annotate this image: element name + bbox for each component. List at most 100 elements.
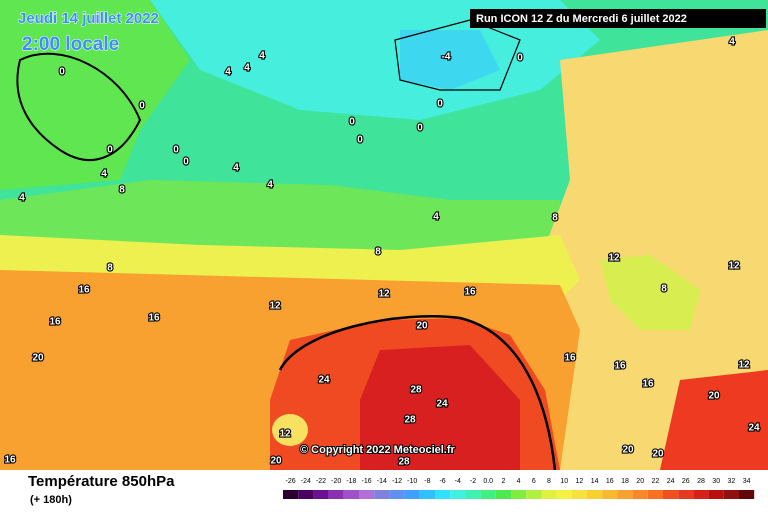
legend-label: 32 <box>728 478 736 485</box>
contour-label: 24 <box>748 423 760 434</box>
legend-label: -24 <box>301 478 311 485</box>
contour-label: 8 <box>107 263 113 274</box>
legend-label: 30 <box>712 478 720 485</box>
contour-label: 20 <box>652 449 664 460</box>
contour-label: 16 <box>642 379 654 390</box>
contour-label: 20 <box>622 445 634 456</box>
copyright: © Copyright 2022 Meteociel.fr <box>300 444 456 456</box>
legend-label: -20 <box>331 478 341 485</box>
legend-swatch <box>495 490 511 499</box>
legend-label: 4 <box>517 478 521 485</box>
contour-label: 24 <box>436 399 448 410</box>
contour-label: 4 <box>433 212 439 223</box>
contour-label: 0 <box>107 145 113 156</box>
legend-label: 12 <box>576 478 584 485</box>
legend-swatch <box>632 490 648 499</box>
legend-label: -8 <box>424 478 430 485</box>
legend-label: 0.0 <box>483 478 493 485</box>
legend-swatch <box>343 490 359 499</box>
footer-subtitle: (+ 180h) <box>30 494 72 506</box>
very-hot-zone <box>360 345 520 470</box>
contour-label: 0 <box>357 135 363 146</box>
legend-swatch <box>419 490 435 499</box>
contour-label: 16 <box>78 285 90 296</box>
contour-label: 16 <box>564 353 576 364</box>
contour-label: 20 <box>32 353 44 364</box>
footer-title: Température 850hPa <box>28 473 175 490</box>
legend-label: -22 <box>316 478 326 485</box>
legend-label: 26 <box>682 478 690 485</box>
legend-label: 28 <box>697 478 705 485</box>
legend-label: 24 <box>667 478 675 485</box>
contour-label: 0 <box>139 101 145 112</box>
contour-label: 0 <box>417 123 423 134</box>
legend-swatch <box>450 490 466 499</box>
contour-label: 0 <box>437 99 443 110</box>
legend-swatch <box>313 490 329 499</box>
legend-swatch <box>480 490 496 499</box>
contour-label: 4 <box>225 67 231 78</box>
contour-label: 28 <box>404 415 416 426</box>
contour-label: 4 <box>259 51 265 62</box>
legend-swatch <box>541 490 557 499</box>
legend-label: 18 <box>621 478 629 485</box>
contour-label: 0 <box>173 145 179 156</box>
legend-swatch <box>647 490 663 499</box>
legend-swatch <box>389 490 405 499</box>
legend-swatch <box>374 490 390 499</box>
legend-label: -6 <box>439 478 445 485</box>
legend-swatch <box>739 490 755 499</box>
contour-label: 16 <box>464 287 476 298</box>
date: Jeudi 14 juillet 2022 <box>18 10 159 27</box>
contour-label: 8 <box>119 185 125 196</box>
legend-label: -2 <box>470 478 476 485</box>
contour-label: 0 <box>349 117 355 128</box>
legend-swatch <box>435 490 451 499</box>
contour-label: 4 <box>101 169 107 180</box>
green-band <box>0 180 560 250</box>
run-banner <box>470 9 766 28</box>
contour-label: 8 <box>375 247 381 258</box>
greenland-outline <box>16 52 142 161</box>
legend-label: 34 <box>743 478 751 485</box>
legend-label: 16 <box>606 478 614 485</box>
contour-label: 28 <box>410 385 422 396</box>
legend-swatch <box>511 490 527 499</box>
cool-pocket <box>600 255 700 330</box>
legend-label: -4 <box>455 478 461 485</box>
legend-label: 20 <box>636 478 644 485</box>
legend-label: -26 <box>286 478 296 485</box>
legend-swatch <box>571 490 587 499</box>
run-info: Run ICON 12 Z du Mercredi 6 juillet 2022 <box>476 13 687 25</box>
contour-label: 0 <box>59 67 65 78</box>
local-time: 2:00 locale <box>22 34 119 55</box>
legend-swatch <box>465 490 481 499</box>
contour-label: 0 <box>517 53 523 64</box>
cold-zone <box>400 30 500 90</box>
legend-swatch <box>678 490 694 499</box>
contour-label: 12 <box>608 253 620 264</box>
contour-label: 12 <box>378 289 390 300</box>
legend-swatch <box>602 490 618 499</box>
contour-label: 12 <box>269 301 281 312</box>
legend-swatch <box>693 490 709 499</box>
contour-label: -4 <box>442 52 451 63</box>
hot-zone-east <box>660 370 768 470</box>
legend-label: -14 <box>377 478 387 485</box>
contour-label: 16 <box>148 313 160 324</box>
contour-label: 0 <box>183 157 189 168</box>
contour-label: 12 <box>728 261 740 272</box>
legend-label: 22 <box>652 478 660 485</box>
europe-warm <box>540 30 768 470</box>
contour-label: 4 <box>729 37 735 48</box>
legend-swatch <box>556 490 572 499</box>
contour-label: 12 <box>738 360 750 371</box>
contour-label: 16 <box>614 361 626 372</box>
legend-swatch <box>359 490 375 499</box>
contour-label: 28 <box>398 457 410 468</box>
contour-label: 4 <box>244 63 250 74</box>
contour-label: 24 <box>318 375 330 386</box>
contour-label: 8 <box>552 213 558 224</box>
green-zone <box>0 0 190 190</box>
